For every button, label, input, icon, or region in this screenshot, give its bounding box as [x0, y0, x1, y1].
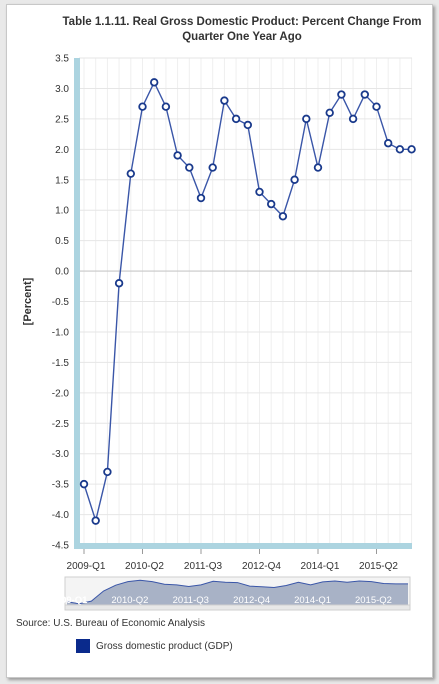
x-axis-band — [74, 543, 412, 549]
data-point-marker — [185, 163, 194, 172]
data-point-marker — [290, 175, 299, 184]
legend-item-gdp[interactable]: Gross domestic product (GDP) — [76, 639, 233, 653]
chart-title-line1: Table 1.1.11. Real Gross Domestic Produc… — [62, 16, 422, 28]
data-point-marker — [173, 151, 182, 160]
y-tick-label: 3.0 — [55, 84, 69, 95]
data-point-marker — [126, 169, 135, 178]
navigator-tick-label: 2009-Q1 — [51, 595, 89, 606]
x-tick-label: 2012-Q4 — [242, 561, 281, 572]
data-point-marker — [348, 114, 358, 124]
y-tick-label: -1.0 — [52, 327, 70, 338]
data-point-marker — [337, 90, 346, 99]
navigator-tick-label: 2012-Q4 — [233, 595, 270, 606]
y-axis-label: [Percent] — [22, 277, 34, 325]
data-point-marker — [360, 90, 369, 99]
navigator-area — [67, 580, 408, 605]
navigator-scrollbar — [64, 604, 411, 611]
data-point-marker — [138, 102, 147, 111]
data-point-marker — [302, 114, 311, 124]
navigator-line — [66, 579, 408, 605]
data-point-marker — [196, 193, 206, 203]
y-tick-label: -0.5 — [52, 297, 70, 308]
data-point-marker — [243, 120, 252, 130]
navigator-tick-label: 2014-Q1 — [294, 595, 331, 606]
y-axis-band — [74, 58, 80, 548]
y-tick-label: -4.5 — [52, 541, 70, 552]
data-point-marker — [91, 516, 100, 525]
data-point-marker — [384, 139, 393, 148]
data-point-marker — [149, 78, 159, 87]
navigator-tick-label: 2015-Q2 — [355, 595, 392, 606]
navigator-tick-label: 2010-Q2 — [111, 595, 148, 606]
navigator-tick-label: 2011-Q3 — [173, 595, 209, 606]
data-point-marker — [114, 279, 124, 288]
data-point-marker — [267, 199, 276, 209]
y-tick-label: -4.0 — [52, 510, 70, 521]
data-point-marker — [255, 187, 264, 197]
y-tick-label: -2.5 — [52, 419, 70, 430]
y-tick-label: 0.0 — [55, 267, 69, 278]
y-tick-label: -3.5 — [52, 480, 70, 491]
y-tick-label: -1.5 — [52, 358, 70, 369]
data-point-marker — [231, 114, 241, 124]
gdp-line-chart: 3.5 3.0 2.5 2.0 1.5 1.0 0.5 0.0 -0.5 -1.0 -1.5 -2.0… — [22, 54, 416, 611]
source-note: Source: U.S. Bureau of Economic Analysis — [16, 618, 205, 629]
data-point-marker — [208, 163, 217, 172]
legend-label: Gross domestic product (GDP) — [96, 640, 233, 652]
y-tick-label: -3.0 — [52, 449, 70, 460]
x-tick-label: 2014-Q1 — [301, 561, 340, 572]
data-point-marker — [161, 102, 171, 111]
y-tick-label: 2.0 — [55, 145, 69, 156]
data-point-marker — [79, 479, 89, 489]
data-point-marker — [372, 102, 381, 111]
y-tick-label: 1.0 — [55, 206, 69, 217]
x-tick-label: 2015-Q2 — [359, 561, 398, 572]
data-point-marker — [220, 96, 229, 105]
legend-swatch — [76, 639, 90, 653]
data-point-marker — [407, 145, 416, 154]
chart-title: Table 1.1.11. Real Gross Domestic Produc… — [7, 15, 432, 45]
y-tick-label: 3.5 — [55, 54, 69, 65]
data-point-marker — [395, 145, 405, 154]
x-tick-label: 2011-Q3 — [184, 561, 223, 572]
chart-frame: Table 1.1.11. Real Gross Domestic Produc… — [6, 4, 433, 678]
y-tick-label: 1.5 — [55, 175, 69, 186]
data-point-marker — [103, 467, 112, 477]
y-tick-label: 0.5 — [55, 236, 69, 247]
data-point-marker — [278, 212, 288, 221]
y-tick-label: 2.5 — [55, 114, 69, 125]
y-tick-label: -2.0 — [52, 388, 70, 399]
x-tick-label: 2009-Q1 — [67, 561, 106, 572]
data-point-marker — [313, 163, 323, 172]
data-point-marker — [325, 108, 334, 117]
x-tick-label: 2010-Q2 — [125, 561, 164, 572]
chart-title-line2: Quarter One Year Ago — [182, 31, 302, 43]
